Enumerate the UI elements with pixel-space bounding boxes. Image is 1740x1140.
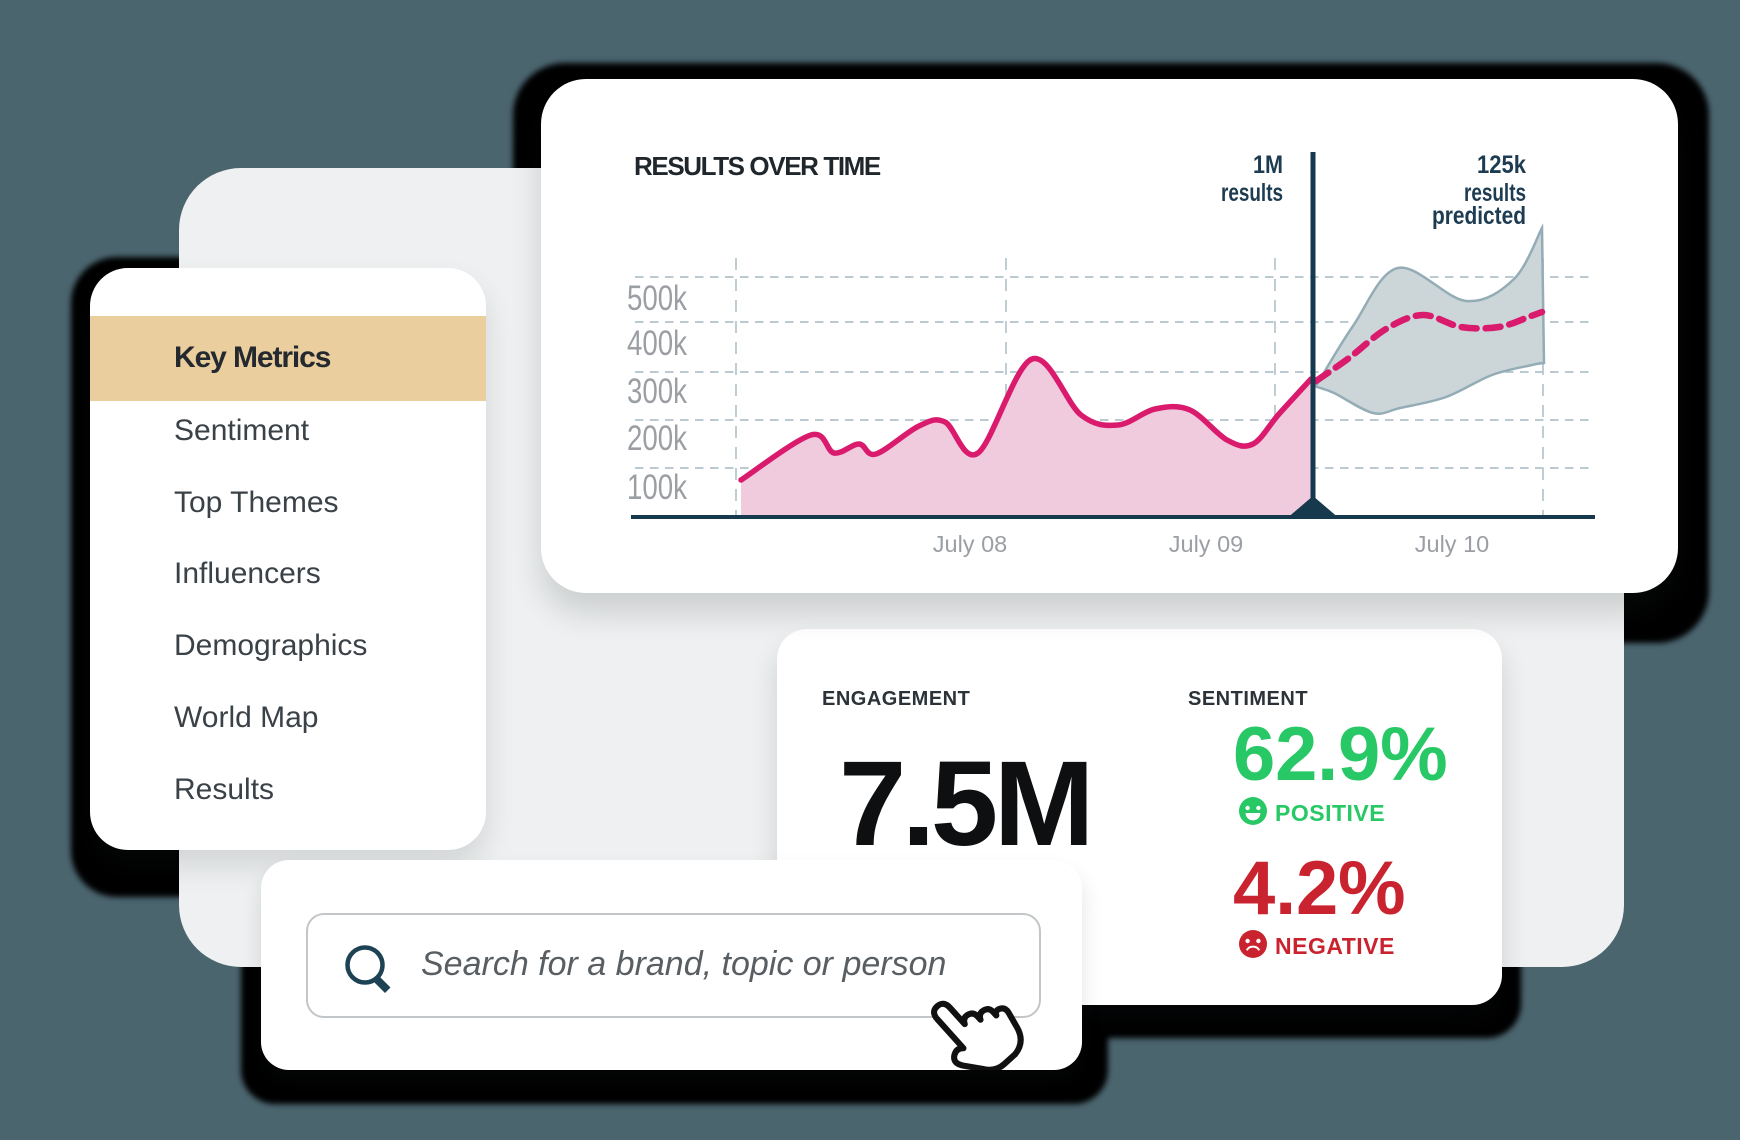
svg-text:predicted: predicted	[1432, 202, 1526, 230]
svg-text:results: results	[1221, 179, 1283, 207]
svg-text:400k: 400k	[627, 324, 687, 363]
svg-text:500k: 500k	[627, 279, 687, 318]
svg-text:July 08: July 08	[933, 531, 1007, 557]
svg-text:July 09: July 09	[1169, 531, 1243, 557]
svg-text:RESULTS OVER TIME: RESULTS OVER TIME	[634, 151, 881, 181]
svg-text:300k: 300k	[627, 372, 687, 411]
svg-text:125k: 125k	[1477, 151, 1526, 179]
svg-text:100k: 100k	[627, 468, 687, 507]
svg-text:1M: 1M	[1253, 151, 1283, 179]
svg-text:results: results	[1464, 179, 1526, 207]
svg-text:200k: 200k	[627, 419, 687, 458]
svg-text:July 10: July 10	[1415, 531, 1489, 557]
